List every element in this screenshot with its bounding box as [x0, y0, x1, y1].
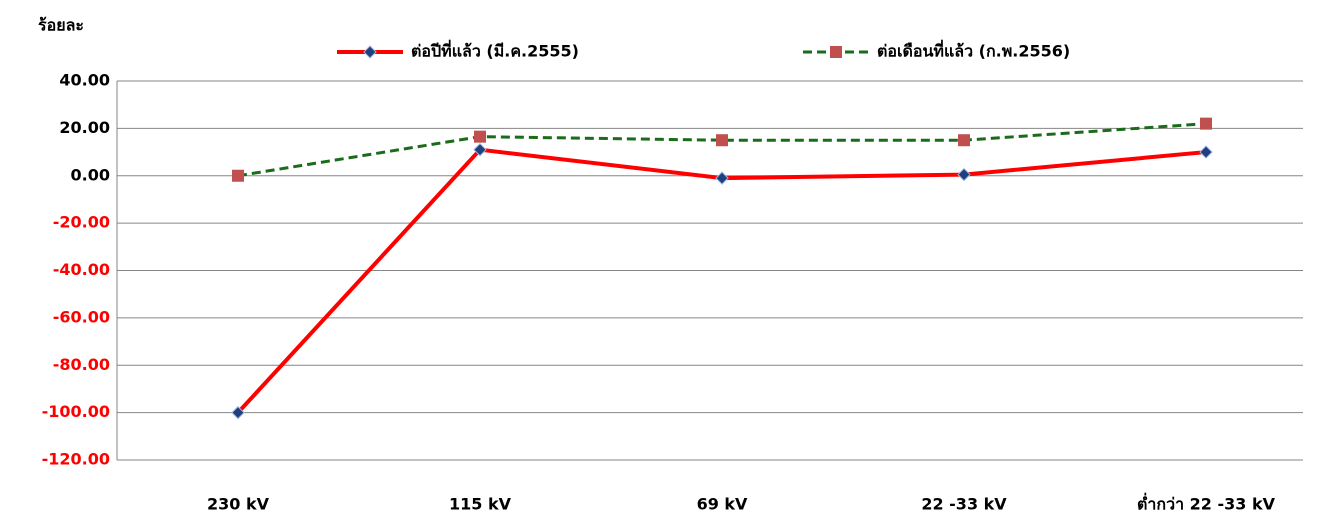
- x-tick-label: 22 -33 kV: [921, 495, 1007, 514]
- y-tick-label: -80.00: [53, 355, 110, 374]
- y-tick-label: -100.00: [42, 402, 110, 421]
- y-tick-label: -20.00: [53, 213, 110, 232]
- x-tick-label: 69 kV: [697, 495, 748, 514]
- marker: [715, 171, 729, 185]
- marker: [958, 134, 970, 147]
- legend-label: ต่อปีที่แล้ว (มี.ค.2555): [411, 40, 579, 61]
- y-axis-label: ร้อยละ: [38, 16, 84, 35]
- y-tick-label: 40.00: [59, 71, 110, 90]
- y-tick-label: -40.00: [53, 260, 110, 279]
- y-tick-label: 0.00: [71, 165, 110, 184]
- marker: [474, 130, 486, 143]
- legend-label: ต่อเดือนที่แล้ว (ก.พ.2556): [877, 40, 1070, 61]
- marker: [473, 142, 487, 157]
- marker: [232, 169, 244, 182]
- marker: [231, 405, 245, 420]
- marker: [1199, 145, 1213, 159]
- y-tick-label: -60.00: [53, 307, 110, 326]
- x-tick-label: ต่ำกว่า 22 -33 kV: [1137, 493, 1276, 514]
- series-line: [236, 147, 1207, 414]
- marker: [716, 134, 728, 147]
- legend-marker: [363, 45, 377, 59]
- y-tick-label: 20.00: [59, 118, 110, 137]
- y-tick-label: -120.00: [42, 450, 110, 469]
- series-line: [237, 122, 1207, 178]
- marker: [1200, 117, 1212, 130]
- x-tick-label: 230 kV: [207, 495, 270, 514]
- legend-marker: [830, 46, 842, 58]
- x-tick-label: 115 kV: [449, 495, 512, 514]
- marker: [957, 167, 971, 182]
